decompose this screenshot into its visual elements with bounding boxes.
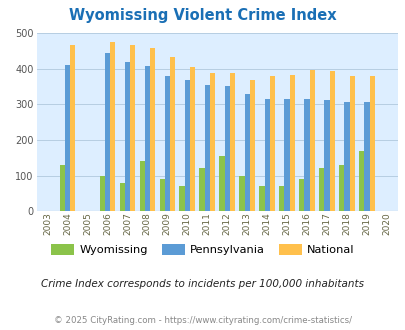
Bar bbox=[264, 99, 269, 211]
Bar bbox=[145, 66, 149, 211]
Bar bbox=[60, 165, 65, 211]
Bar bbox=[289, 75, 294, 211]
Bar bbox=[179, 186, 184, 211]
Bar bbox=[119, 183, 124, 211]
Text: Wyomissing Violent Crime Index: Wyomissing Violent Crime Index bbox=[69, 8, 336, 23]
Bar bbox=[329, 71, 334, 211]
Bar bbox=[239, 176, 244, 211]
Bar bbox=[209, 73, 215, 211]
Bar bbox=[279, 186, 284, 211]
Bar bbox=[70, 46, 75, 211]
Bar bbox=[204, 85, 209, 211]
Bar bbox=[269, 77, 274, 211]
Bar bbox=[249, 81, 254, 211]
Bar bbox=[318, 168, 324, 211]
Bar bbox=[324, 100, 329, 211]
Bar bbox=[110, 42, 115, 211]
Bar bbox=[199, 168, 204, 211]
Bar bbox=[65, 65, 70, 211]
Bar bbox=[358, 150, 363, 211]
Bar bbox=[149, 48, 155, 211]
Bar bbox=[139, 161, 145, 211]
Bar bbox=[124, 62, 130, 211]
Bar bbox=[224, 86, 229, 211]
Bar bbox=[343, 103, 349, 211]
Bar bbox=[169, 57, 175, 211]
Bar bbox=[104, 53, 110, 211]
Bar bbox=[99, 176, 104, 211]
Bar bbox=[130, 45, 135, 211]
Bar bbox=[184, 81, 190, 211]
Legend: Wyomissing, Pennsylvania, National: Wyomissing, Pennsylvania, National bbox=[47, 240, 358, 260]
Text: © 2025 CityRating.com - https://www.cityrating.com/crime-statistics/: © 2025 CityRating.com - https://www.city… bbox=[54, 316, 351, 325]
Bar bbox=[369, 76, 374, 211]
Bar bbox=[219, 156, 224, 211]
Bar bbox=[284, 99, 289, 211]
Bar bbox=[159, 179, 164, 211]
Bar bbox=[190, 67, 194, 211]
Bar bbox=[259, 186, 264, 211]
Bar bbox=[244, 94, 249, 211]
Bar bbox=[304, 99, 309, 211]
Bar bbox=[298, 179, 304, 211]
Bar bbox=[338, 165, 343, 211]
Bar bbox=[309, 70, 314, 211]
Bar bbox=[164, 76, 169, 211]
Bar bbox=[363, 102, 369, 211]
Text: Crime Index corresponds to incidents per 100,000 inhabitants: Crime Index corresponds to incidents per… bbox=[41, 279, 364, 289]
Bar bbox=[229, 73, 234, 211]
Bar bbox=[349, 76, 354, 211]
